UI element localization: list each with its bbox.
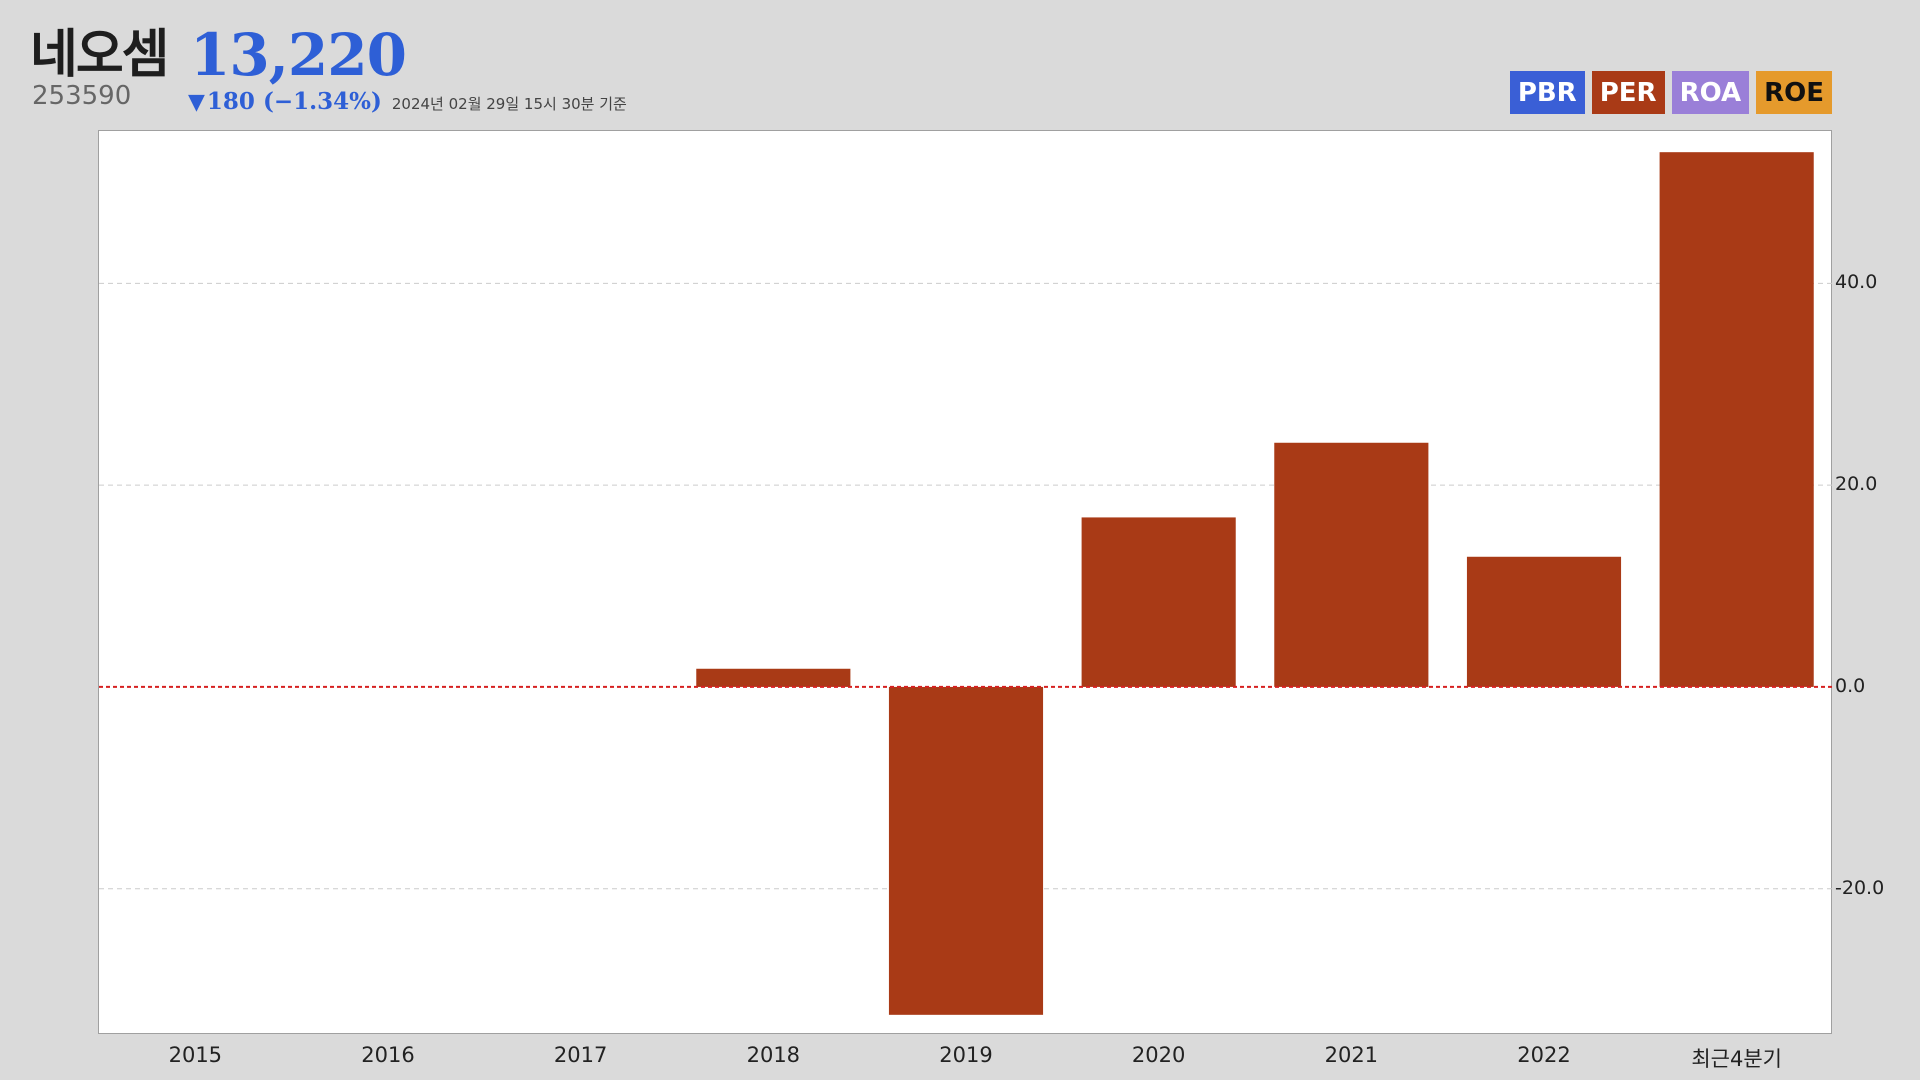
bar-2022 (1466, 556, 1622, 687)
x-tick-label: 2015 (168, 1043, 223, 1067)
bar-2020 (1081, 517, 1236, 687)
bar-2019 (888, 686, 1044, 1015)
price-change: ▼ 180 (−1.34%) 2024년 02월 29일 15시 30분 기준 (188, 88, 627, 115)
x-tick-label: 2019 (939, 1043, 993, 1067)
tab-label: ROE (1764, 77, 1824, 108)
stock-code: 253590 (32, 81, 132, 111)
bar-최근4분기 (1659, 152, 1814, 687)
x-tick-label: 2016 (361, 1043, 415, 1067)
x-tick-label: 2018 (746, 1043, 801, 1067)
per-bar-chart (99, 152, 1833, 1015)
x-tick-label: 2020 (1131, 1043, 1186, 1067)
header: 네오셈 13,220 253590 ▼ 180 (−1.34%) 2024년 0… (0, 0, 1920, 130)
tab-label: PER (1599, 77, 1657, 108)
tab-roe[interactable]: ROE (1756, 71, 1832, 114)
x-tick-label: 최근4분기 (1691, 1047, 1782, 1071)
x-tick-label: 2022 (1517, 1043, 1571, 1067)
tab-label: PBR (1517, 77, 1577, 108)
y-tick-label: 40.0 (1835, 271, 1878, 294)
down-triangle-icon: ▼ (188, 90, 205, 115)
x-tick-label: 2021 (1324, 1043, 1379, 1067)
stock-name: 네오셈 (30, 25, 170, 85)
bar-2018 (696, 668, 851, 687)
tab-roa[interactable]: ROA (1671, 71, 1750, 114)
x-tick-label: 2017 (553, 1043, 608, 1067)
bar-2021 (1274, 442, 1429, 687)
y-tick-label: 20.0 (1835, 473, 1878, 496)
timestamp: 2024년 02월 29일 15시 30분 기준 (391, 95, 627, 113)
change-amount: 180 (−1.34%) (206, 88, 382, 115)
chart-area: 40.0 20.0 0.0 -20.0 2015 2016 2017 2018 2019 2020… (98, 130, 1884, 1071)
tab-pbr[interactable]: PBR (1509, 71, 1585, 114)
tab-label: ROA (1679, 77, 1742, 108)
metric-tabs: PBR PER ROA ROE (1509, 71, 1832, 114)
y-tick-label: 0.0 (1835, 674, 1866, 697)
stock-price: 13,220 (190, 21, 407, 89)
tab-per[interactable]: PER (1591, 71, 1665, 114)
y-tick-label: -20.0 (1835, 876, 1885, 899)
